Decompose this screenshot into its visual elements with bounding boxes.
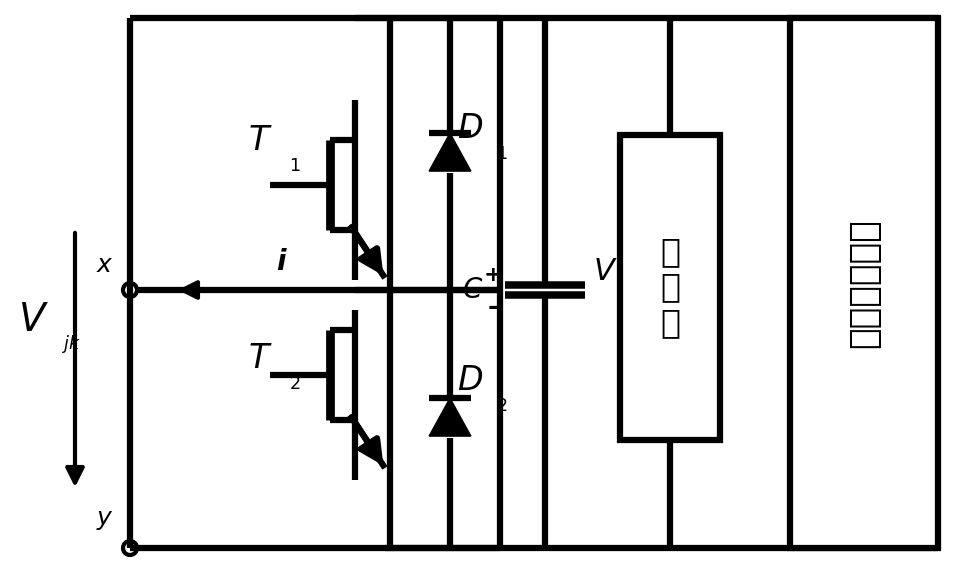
Text: $y$: $y$: [97, 508, 114, 532]
Bar: [620, 135, 720, 440]
Text: $_1$: $_1$: [496, 138, 508, 162]
Text: $_2$: $_2$: [290, 368, 301, 392]
Text: $V$: $V$: [593, 258, 617, 286]
Text: $T$: $T$: [248, 123, 272, 157]
Text: $T$: $T$: [248, 342, 272, 374]
Text: -: -: [488, 295, 498, 319]
Polygon shape: [429, 398, 471, 436]
Text: $_c$: $_c$: [631, 285, 642, 305]
Text: $D$: $D$: [457, 363, 483, 397]
Text: +: +: [484, 265, 502, 285]
Polygon shape: [429, 133, 471, 171]
Text: $V$: $V$: [18, 301, 49, 339]
Text: $_{jk}$: $_{jk}$: [62, 333, 82, 357]
Text: $\boldsymbol{i}$: $\boldsymbol{i}$: [276, 248, 288, 276]
Text: 光伏发电装置: 光伏发电装置: [847, 218, 881, 348]
Text: $x$: $x$: [97, 253, 114, 277]
Text: $D$: $D$: [457, 111, 483, 145]
Text: $_2$: $_2$: [496, 390, 508, 414]
Text: $_1$: $_1$: [290, 150, 301, 174]
Bar: [790, 18, 938, 548]
Text: 蓄
电
池: 蓄 电 池: [660, 235, 680, 339]
Text: $C$: $C$: [462, 276, 484, 304]
